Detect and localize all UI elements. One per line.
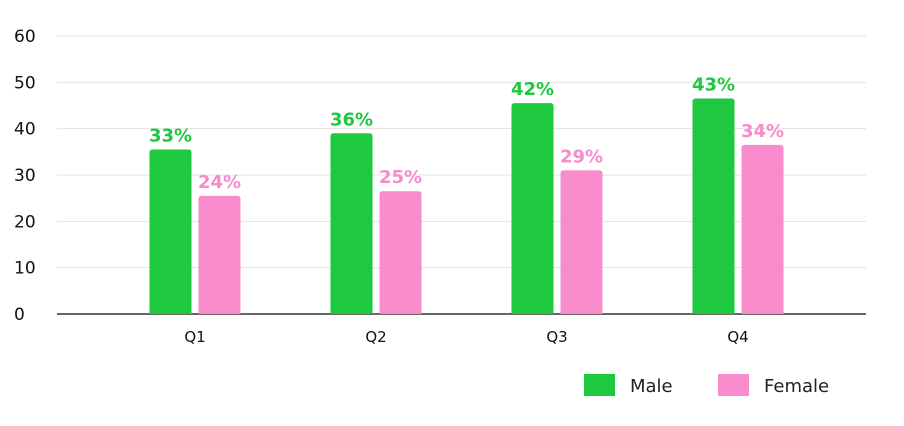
data-label: 43% <box>692 75 735 96</box>
legend-swatch-female <box>718 374 749 396</box>
data-label: 42% <box>511 79 554 100</box>
x-tick-label: Q1 <box>184 328 205 346</box>
x-tick-label: Q2 <box>365 328 386 346</box>
data-label: 36% <box>330 109 373 130</box>
data-label: 25% <box>379 167 422 188</box>
axes: 0 10 20 30 40 50 60 Q1 Q2 Q3 Q4 <box>14 27 866 346</box>
y-tick-label: 40 <box>14 120 36 140</box>
data-label: 29% <box>560 146 603 167</box>
legend-label-male: Male <box>630 376 673 397</box>
y-tick-label: 10 <box>14 259 36 279</box>
data-label: 33% <box>149 126 192 147</box>
y-tick-label: 0 <box>14 305 25 325</box>
y-tick-label: 30 <box>14 166 36 186</box>
bar-male-q3 <box>511 103 554 314</box>
legend-swatch-male <box>584 374 615 396</box>
legend: Male Female <box>584 374 829 397</box>
data-labels: 33% 24% 36% 25% 42% 29% 43% 34% <box>149 75 784 193</box>
bars <box>149 98 784 314</box>
bar-female-q3 <box>560 170 603 314</box>
bar-male-q4 <box>692 98 735 314</box>
bar-female-q1 <box>198 195 241 314</box>
data-label: 34% <box>741 121 784 142</box>
y-tick-label: 60 <box>14 27 36 47</box>
bar-male-q2 <box>330 133 373 314</box>
x-tick-label: Q3 <box>546 328 567 346</box>
bar-male-q1 <box>149 149 192 314</box>
data-label: 24% <box>198 172 241 193</box>
bar-female-q4 <box>741 144 784 314</box>
bar-female-q2 <box>379 191 422 314</box>
y-tick-label: 50 <box>14 73 36 93</box>
x-tick-label: Q4 <box>727 328 748 346</box>
legend-label-female: Female <box>764 376 829 397</box>
y-tick-label: 20 <box>14 212 36 232</box>
